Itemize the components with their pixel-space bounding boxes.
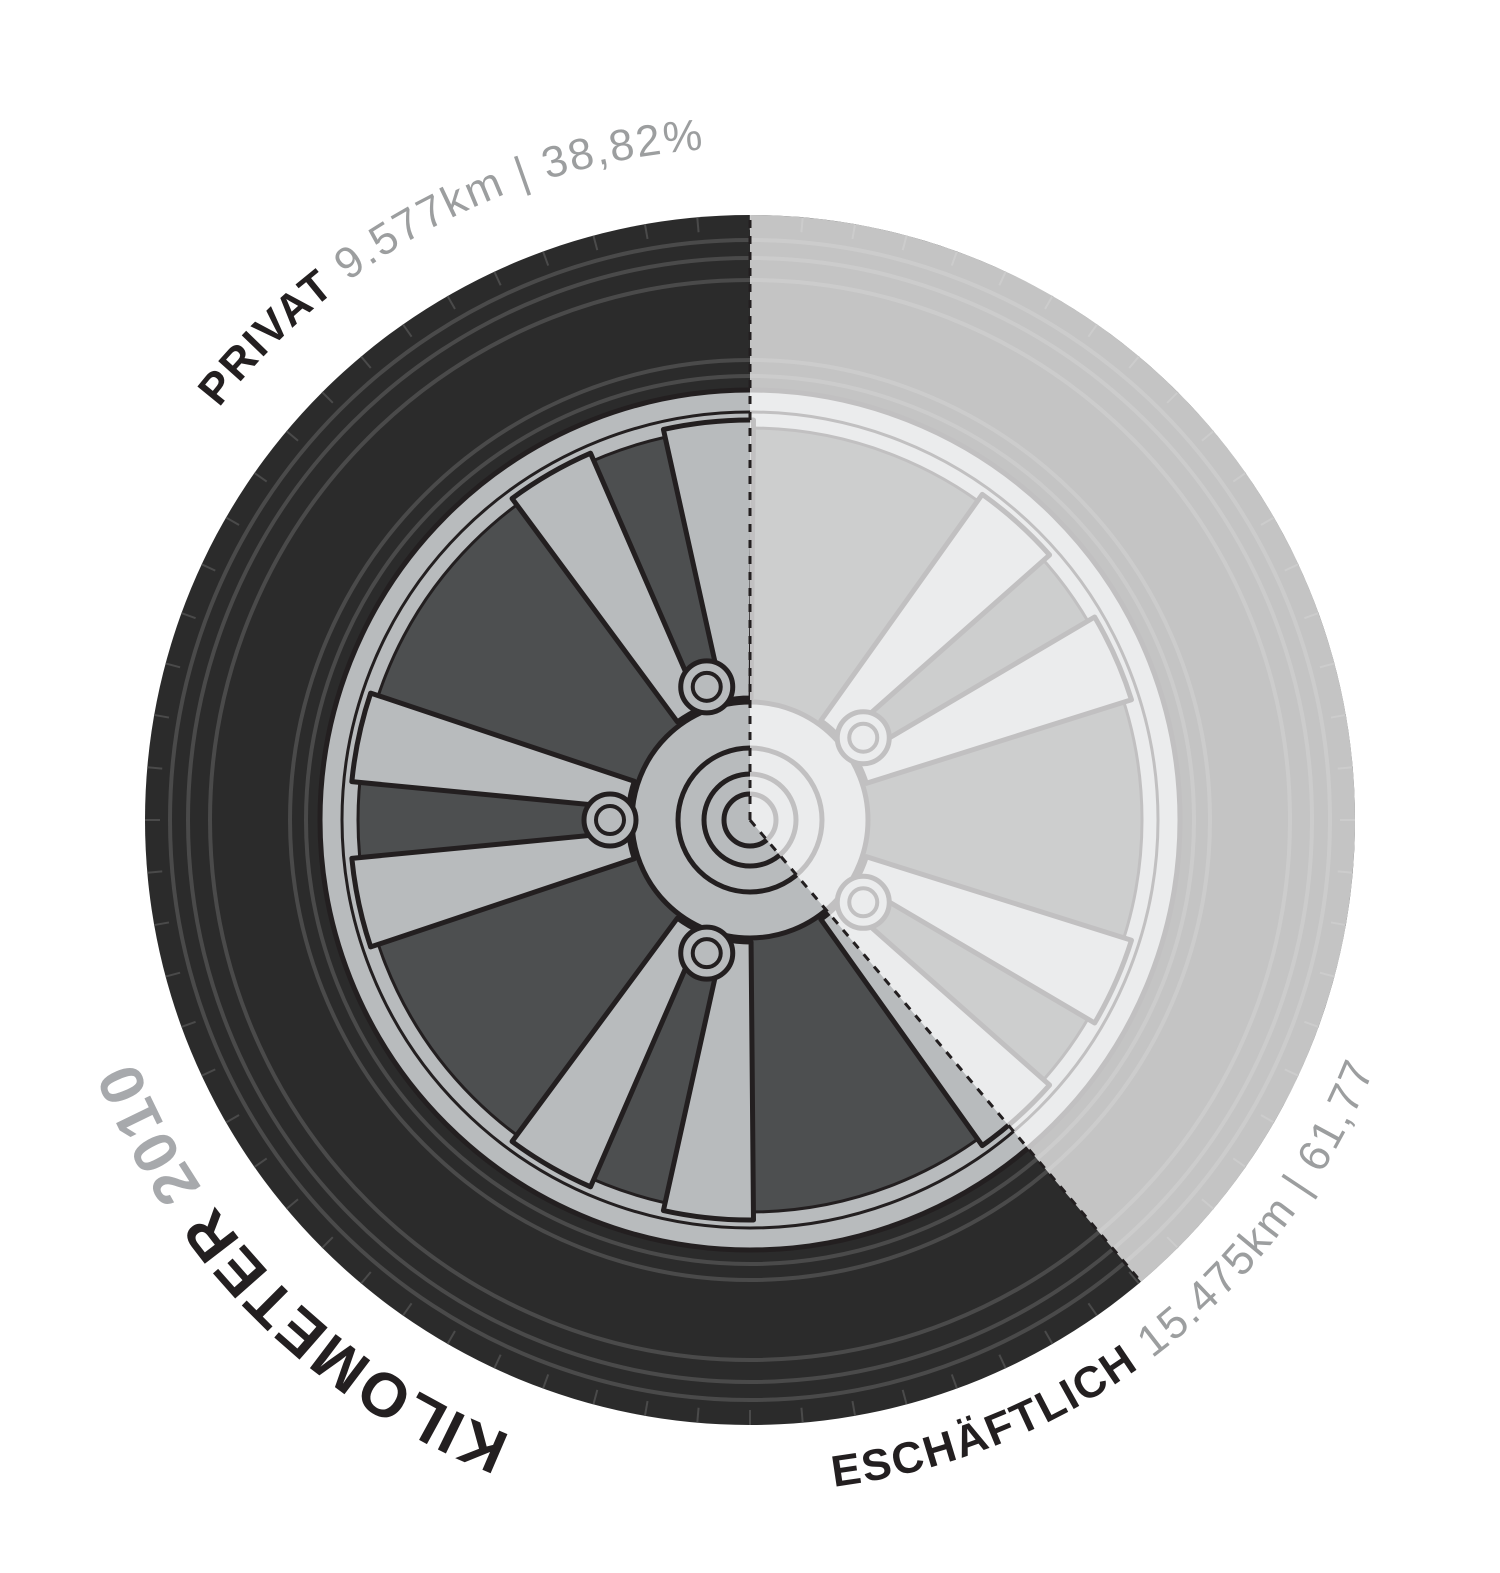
- wheel-pie-svg: KILOMETER 2010PRIVAT 9.577km | 38,82%GES…: [0, 0, 1500, 1573]
- infographic-root: KILOMETER 2010PRIVAT 9.577km | 38,82%GES…: [0, 0, 1500, 1573]
